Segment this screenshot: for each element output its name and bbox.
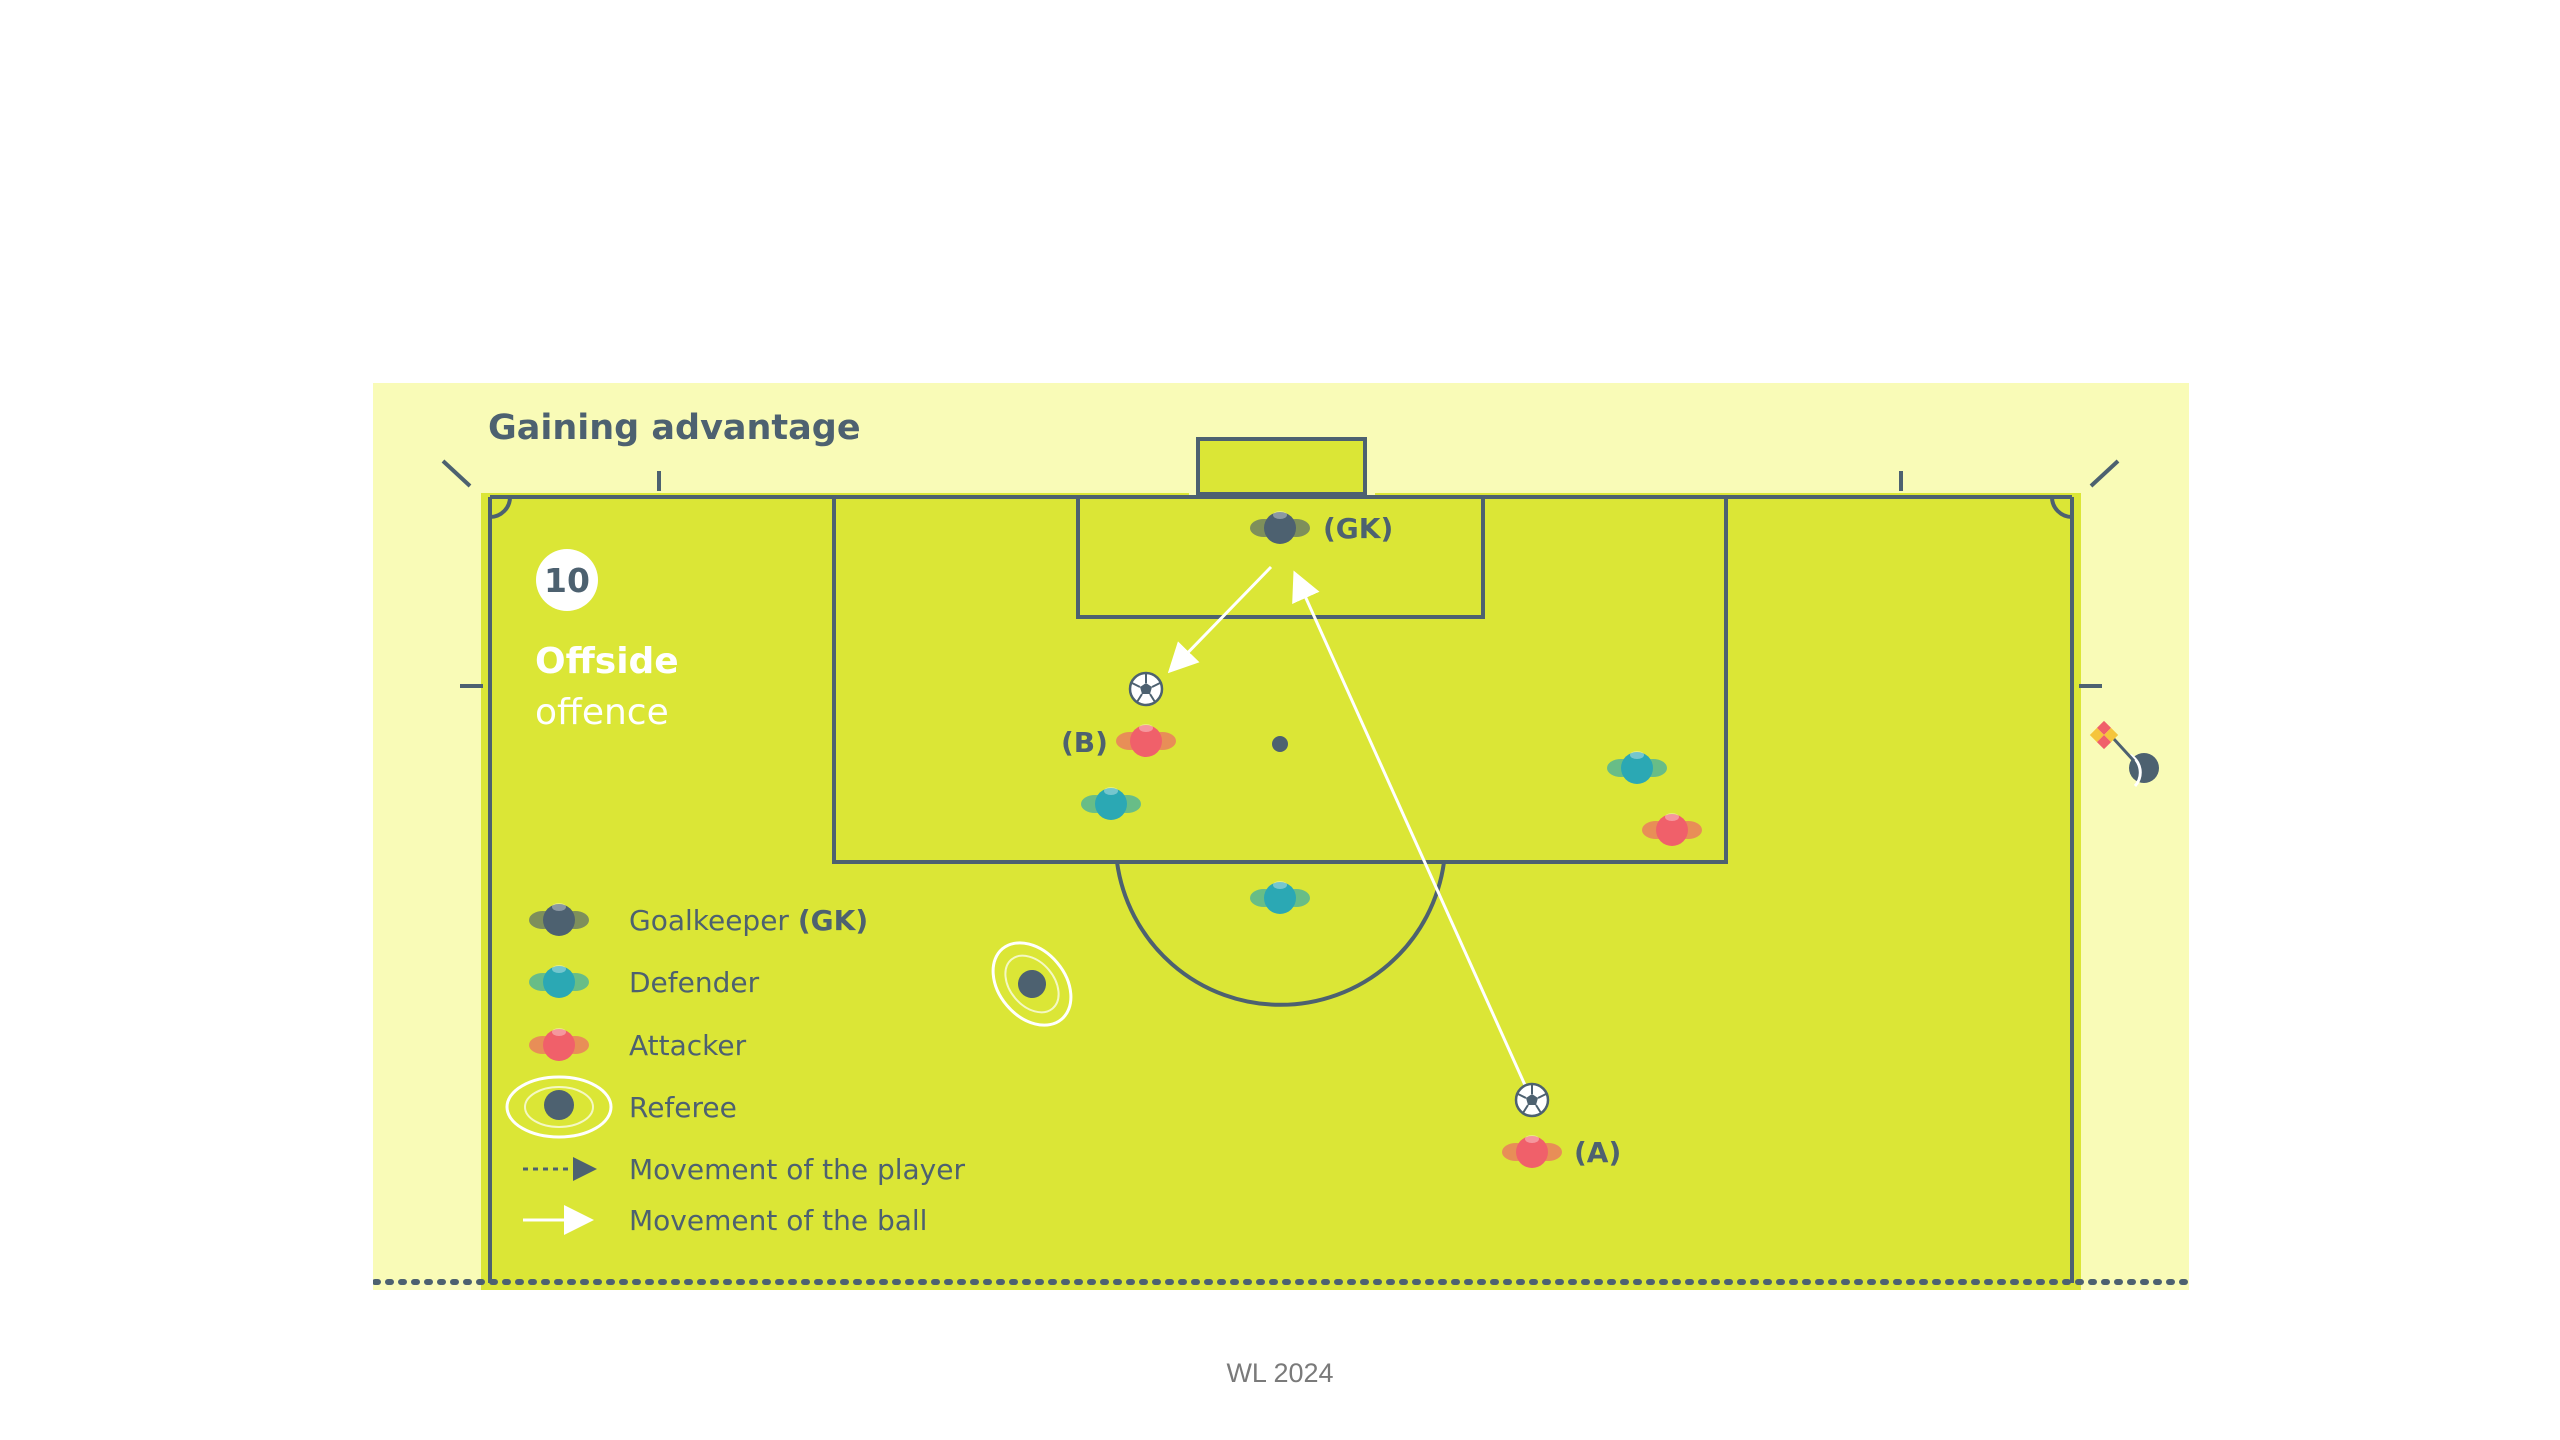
diagram-title: Gaining advantage (488, 408, 861, 448)
legend-attacker-label: Attacker (629, 1029, 747, 1062)
legend-referee-label: Referee (629, 1091, 737, 1124)
penalty-spot (1272, 736, 1288, 752)
legend: Goalkeeper (GK) Defender Attacker Refere… (505, 903, 965, 1237)
goal (1196, 437, 1367, 496)
svg-text:Goalkeeper (GK): Goalkeeper (GK) (629, 904, 868, 937)
footer-text: WL 2024 (1226, 1358, 1334, 1388)
ball-path-gk-to-b (1167, 565, 1273, 674)
ball-movement-paths (1167, 565, 1531, 1095)
ball-path-a-to-gk (1292, 570, 1531, 1095)
number-badge-text: 10 (544, 561, 590, 600)
referee (991, 941, 1073, 1027)
subheading: offence (535, 692, 669, 733)
ball-b (1128, 671, 1164, 707)
legend-defender-label: Defender (629, 966, 760, 999)
legend-goalkeeper-abbr: (GK) (798, 904, 868, 937)
ball-a (1514, 1082, 1550, 1118)
offside-diagram: Gaining advantage 10 Offside offence (GK… (373, 383, 2189, 1290)
legend-goalkeeper-label: Goalkeeper (629, 904, 798, 937)
legend-player-movement-label: Movement of the player (629, 1153, 965, 1186)
goalkeeper-tag: (GK) (1323, 512, 1393, 545)
number-badge (536, 549, 598, 611)
pitch-lines (441, 459, 2120, 1283)
attacker-a-tag: (A) (1574, 1136, 1621, 1169)
heading: Offside (535, 641, 679, 682)
legend-ball-movement-label: Movement of the ball (629, 1204, 927, 1237)
legend-referee-icon (505, 1075, 613, 1139)
attacker-b-tag: (B) (1061, 726, 1108, 759)
